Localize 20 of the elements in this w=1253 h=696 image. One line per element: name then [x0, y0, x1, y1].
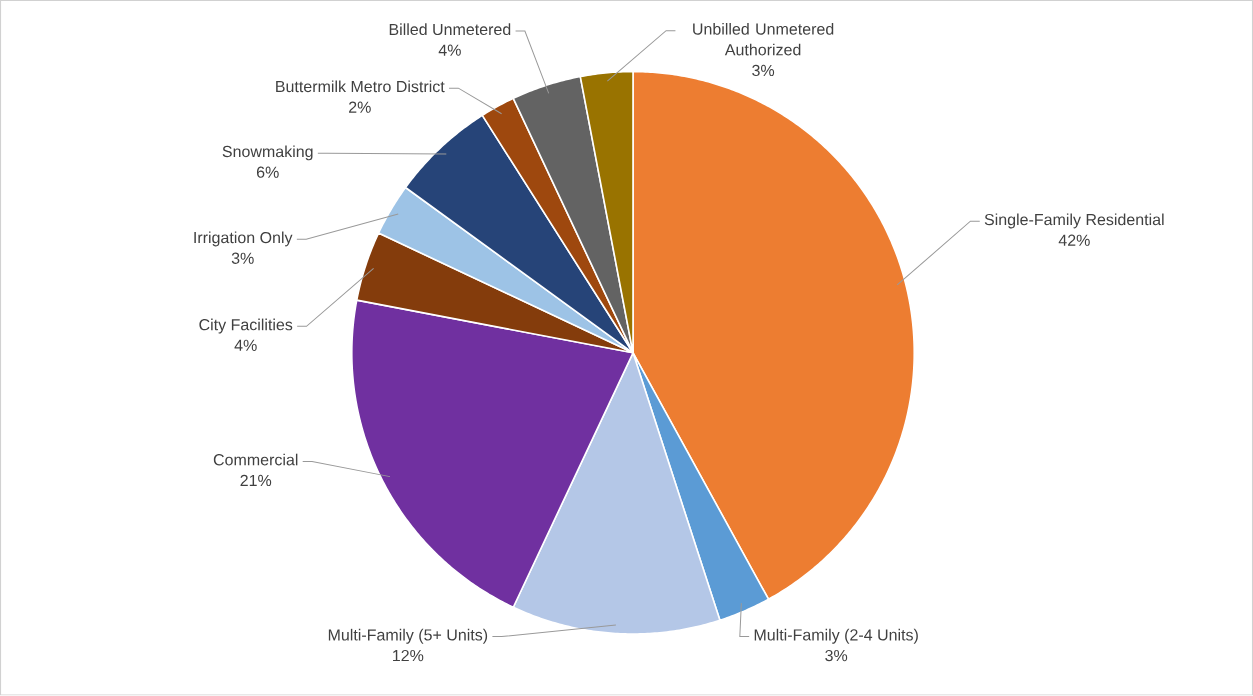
slice-label: Multi-Family (2-4 Units) [754, 629, 918, 644]
data-label: 4% [234, 339, 257, 352]
slice-label: Snowmaking [222, 145, 313, 161]
data-label: 2% [349, 101, 371, 113]
slice-label: Multi-Family (5+ Units) [328, 629, 488, 644]
slice-label: Irrigation Only [194, 231, 293, 247]
data-label: 6% [256, 166, 279, 179]
slice-label: Single-Family Residential [984, 213, 1164, 229]
data-label: 3% [825, 650, 848, 662]
slice-label: Buttermilk Metro District [276, 80, 445, 93]
data-label: 42% [1058, 234, 1090, 247]
slice-label: Unbilled Unmetered Authorized [693, 23, 834, 56]
data-label: 4% [438, 44, 461, 56]
data-label: 12% [393, 650, 424, 662]
slice-label: Billed Unmetered [389, 23, 511, 36]
data-label: 3% [231, 252, 254, 265]
data-label: 3% [752, 64, 775, 77]
slice-label: Commercial [213, 453, 298, 466]
data-label: 21% [240, 475, 272, 487]
slice-label: City Facilities [199, 318, 293, 334]
